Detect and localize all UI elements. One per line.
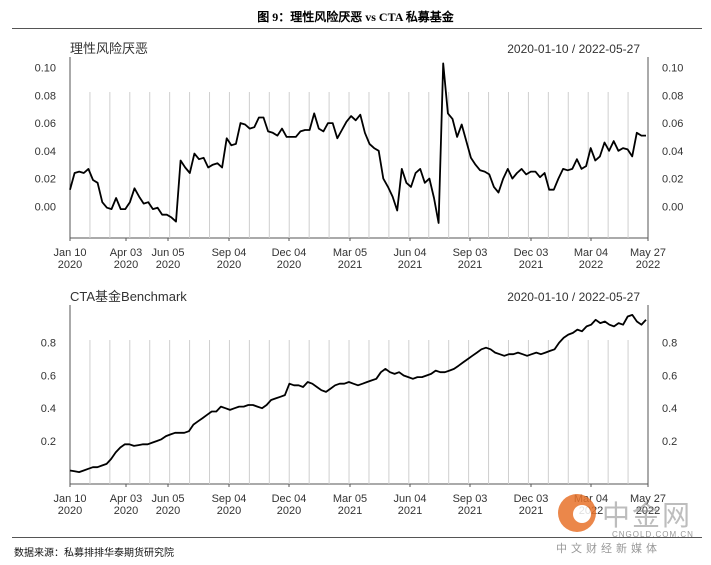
x-tick-label: Dec 04 — [272, 247, 307, 259]
y-tick-label-right: 0.04 — [662, 146, 683, 158]
x-tick-label: Jan 10 — [53, 493, 86, 505]
y-tick-label-right: 0.4 — [662, 403, 677, 415]
chart-date-range: 2020-01-10 / 2022-05-27 — [507, 42, 640, 56]
x-tick-label: Mar 04 — [574, 247, 608, 259]
chart-title: CTA基金Benchmark — [70, 289, 187, 304]
x-tick-year: 2020 — [156, 259, 180, 271]
chart-date-range: 2020-01-10 / 2022-05-27 — [507, 290, 640, 304]
x-tick-year: 2020 — [58, 259, 82, 271]
x-tick-label: Sep 04 — [212, 247, 247, 259]
risk-aversion-chart: 理性风险厌恶 2020-01-10 / 2022-05-27 0.00 0.00 0.0… — [35, 41, 684, 271]
y-tick-label-left: 0.6 — [41, 370, 56, 382]
x-tick-label: Sep 03 — [453, 247, 488, 259]
x-tick-label: May 27 — [630, 493, 666, 505]
y-tick-label-left: 0.06 — [35, 118, 56, 130]
y-tick-label-right: 0.02 — [662, 174, 683, 186]
y-tick-label-right: 0.10 — [662, 63, 683, 75]
x-tick-label: Apr 03 — [110, 493, 142, 505]
x-tick-year: 2020 — [156, 505, 180, 517]
source-note: 数据来源：私募排排华泰期货研究院 — [14, 548, 174, 559]
y-tick-label-left: 0.8 — [41, 338, 56, 350]
x-tick-year: 2020 — [58, 505, 82, 517]
x-tick-year: 2021 — [519, 505, 543, 517]
x-tick-year: 2022 — [636, 259, 660, 271]
x-tick-year: 2020 — [114, 505, 138, 517]
watermark-url: CNGOLD.COM.CN — [612, 530, 694, 539]
x-tick-year: 2020 — [277, 505, 301, 517]
x-tick-year: 2020 — [217, 259, 241, 271]
x-tick-year: 2021 — [398, 259, 422, 271]
series-line — [69, 313, 647, 474]
y-tick-label-right: 0.06 — [662, 118, 683, 130]
cta-benchmark-chart: CTA基金Benchmark 2020-01-10 / 2022-05-27 0.2… — [41, 289, 678, 517]
x-tick-label: Mar 05 — [333, 247, 367, 259]
x-tick-label: Jan 10 — [53, 247, 86, 259]
x-tick-year: 2021 — [398, 505, 422, 517]
x-tick-year: 2022 — [636, 505, 660, 517]
x-tick-label: Apr 03 — [110, 247, 142, 259]
y-tick-label-left: 0.00 — [35, 201, 56, 213]
x-tick-year: 2021 — [458, 259, 482, 271]
x-tick-label: Jun 04 — [393, 493, 426, 505]
chart-title: 理性风险厌恶 — [70, 41, 148, 56]
x-tick-year: 2020 — [277, 259, 301, 271]
x-tick-year: 2021 — [338, 505, 362, 517]
x-tick-label: May 27 — [630, 247, 666, 259]
x-tick-year: 2021 — [458, 505, 482, 517]
y-tick-label-left: 0.2 — [41, 436, 56, 448]
watermark-logo-icon — [558, 494, 596, 532]
x-tick-label: Dec 04 — [272, 493, 307, 505]
y-tick-label-right: 0.08 — [662, 90, 683, 102]
y-tick-label-right: 0.6 — [662, 370, 677, 382]
watermark-tagline: 中文财经新媒体 — [556, 543, 661, 555]
x-tick-label: Dec 03 — [514, 247, 549, 259]
y-tick-label-right: 0.2 — [662, 436, 677, 448]
y-tick-label-left: 0.04 — [35, 146, 56, 158]
top-rule — [12, 28, 702, 29]
y-tick-label-left: 0.4 — [41, 403, 56, 415]
x-tick-year: 2020 — [114, 259, 138, 271]
y-tick-label-left: 0.10 — [35, 63, 56, 75]
x-tick-year: 2020 — [217, 505, 241, 517]
x-tick-label: Jun 05 — [151, 493, 184, 505]
y-tick-label-right: 0.00 — [662, 201, 683, 213]
figure-title: 图 9：理性风险厌恶 vs CTA 私募基金 — [257, 10, 454, 24]
x-tick-label: Jun 04 — [393, 247, 426, 259]
x-tick-label: Mar 05 — [333, 493, 367, 505]
x-tick-label: Dec 03 — [514, 493, 549, 505]
watermark: 中金网 CNGOLD.COM.CN 中文财经新媒体 — [552, 492, 702, 556]
y-tick-label-right: 0.8 — [662, 338, 677, 350]
y-tick-label-left: 0.08 — [35, 90, 56, 102]
x-tick-year: 2021 — [519, 259, 543, 271]
x-tick-label: Sep 04 — [212, 493, 247, 505]
series-line — [69, 62, 646, 224]
x-tick-label: Sep 03 — [453, 493, 488, 505]
y-tick-label-left: 0.02 — [35, 174, 56, 186]
x-tick-year: 2022 — [579, 259, 603, 271]
x-tick-label: Jun 05 — [151, 247, 184, 259]
bottom-rule — [12, 537, 702, 538]
x-tick-year: 2021 — [338, 259, 362, 271]
watermark-name: 中金网 — [602, 499, 693, 532]
